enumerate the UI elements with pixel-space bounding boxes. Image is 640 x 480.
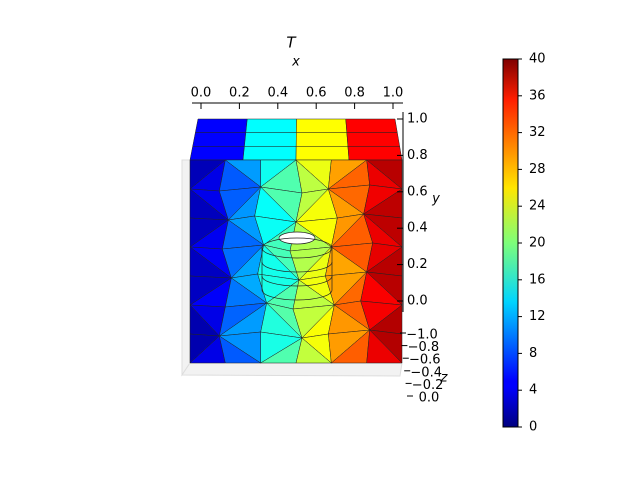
y-tick-label: 0.2 (407, 257, 428, 272)
colorbar-tick-label: 20 (529, 236, 546, 251)
y-tick-label: 1.0 (407, 112, 428, 127)
mesh-face (295, 146, 350, 161)
mesh-face (245, 118, 297, 133)
hole-ring (261, 261, 333, 273)
z-tick-label: −1.0 (406, 328, 438, 343)
x-tick-label: 0.0 (191, 86, 212, 101)
x-tick-label: 0.8 (344, 86, 365, 101)
colorbar-tick-label: 4 (529, 383, 537, 398)
mesh-face (347, 146, 403, 161)
y-tick-label: 0.4 (407, 221, 428, 236)
z-tick-label: −0.4 (410, 365, 442, 380)
x-tick-label: 0.2 (229, 86, 250, 101)
colorbar-tick-label: 8 (529, 346, 537, 361)
mesh-face (192, 132, 247, 147)
colorbar-tick-label: 0 (529, 420, 537, 435)
colorbar-tick-label: 40 (529, 52, 546, 67)
x-axis-label: x (291, 55, 300, 70)
hole-ring (261, 275, 333, 287)
colorbar-tick-label: 32 (529, 125, 546, 140)
y-axis-label: y (431, 192, 440, 207)
z-tick-label: −0.2 (412, 378, 444, 393)
mesh-face (295, 132, 349, 147)
colorbar-tick-label: 36 (529, 88, 546, 103)
colorbar-tick-label: 24 (529, 199, 546, 214)
colorbar-tick-label: 28 (529, 162, 546, 177)
mesh-face (195, 118, 248, 133)
y-tick-label: 0.0 (407, 294, 428, 309)
z-tick-label: 0.0 (419, 391, 440, 406)
hole-side (261, 237, 333, 290)
mesh-face (244, 132, 297, 147)
colorbar-tick-label: 16 (529, 272, 546, 287)
mesh-face (296, 118, 348, 133)
mesh-face (295, 337, 333, 364)
axes-pane (181, 159, 403, 377)
y-tick-label: 0.6 (407, 184, 428, 199)
mesh-face (346, 132, 400, 147)
mesh-face (242, 146, 297, 161)
colorbar-tick-label: 12 (529, 309, 546, 324)
hole-ring (261, 247, 333, 259)
mesh (189, 118, 403, 364)
mesh-face (189, 146, 245, 161)
x-tick-label: 0.6 (306, 86, 327, 101)
colorbar (502, 58, 519, 428)
z-tick-label: −0.6 (409, 353, 441, 368)
x-tick-label: 0.4 (267, 86, 288, 101)
mesh-face (218, 335, 262, 364)
z-axis-label: z (440, 371, 449, 386)
mesh-face (366, 329, 403, 364)
x-tick-label: 1.0 (383, 86, 404, 101)
chart-title: T (286, 34, 297, 52)
z-tick-label: −0.8 (408, 340, 440, 355)
mesh-face (345, 118, 398, 133)
hole-ring (261, 289, 333, 301)
y-tick-label: 0.8 (407, 148, 428, 163)
